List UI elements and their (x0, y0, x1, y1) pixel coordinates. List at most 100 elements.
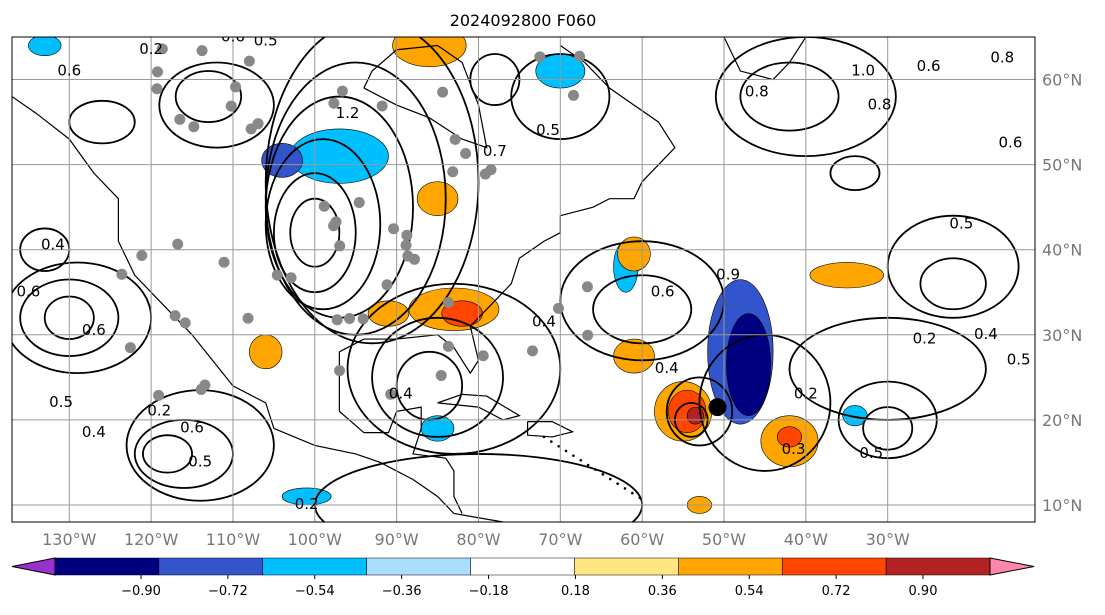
station-dot (218, 256, 230, 268)
shaded-region (392, 37, 467, 68)
colorbar-segment (158, 557, 264, 576)
contour-label: 0.6 (180, 419, 204, 437)
station-dot (230, 81, 242, 93)
contour-label: 0.2 (913, 329, 937, 347)
longitude-axis: 130°W 120°W 110°W 100°W 90°W 80°W 70°W 60°W 50°W… (42, 530, 910, 549)
station-dot (477, 350, 489, 362)
station-dot (582, 329, 594, 341)
contour-line (665, 376, 734, 447)
station-dot (442, 297, 454, 309)
station-dot (479, 168, 491, 180)
coastline (12, 96, 504, 522)
island (608, 477, 612, 481)
lat-tick-label: 20°N (1042, 411, 1082, 430)
station-dot (401, 229, 413, 241)
station-dot (172, 238, 184, 250)
island (564, 449, 568, 453)
contour-label: 1.2 (336, 104, 360, 122)
colorbar-segment (574, 557, 679, 576)
colorbar-tick-label: 0.54 (735, 584, 764, 599)
contour-label: 0.4 (532, 312, 556, 330)
colorbar-extend-low (11, 557, 56, 576)
station-dot (568, 89, 580, 101)
contour-label: 0.6 (999, 134, 1023, 152)
lat-tick-label: 40°N (1042, 241, 1082, 260)
contour-line (174, 70, 243, 123)
colorbar-segment (470, 557, 575, 576)
station-dot (195, 384, 207, 396)
colorbar-segment (262, 557, 367, 576)
station-dot (174, 113, 186, 125)
station-dot (435, 370, 447, 382)
contour-label: 0.6 (82, 321, 106, 339)
station-dot (449, 133, 461, 145)
station-dot (376, 100, 388, 112)
colorbar: −0.90 −0.72 −0.54 −0.36 −0.18 0.18 0.36 0.54 0.7… (11, 557, 1035, 599)
contour-line (142, 434, 193, 474)
contour-label: 0.5 (188, 453, 212, 471)
station-dot (442, 340, 454, 352)
colorbar-tick-label: 0.36 (648, 584, 677, 599)
island (586, 463, 590, 467)
station-dot (381, 279, 393, 291)
contour-label: 0.5 (1007, 351, 1031, 369)
station-dot (574, 50, 586, 62)
lon-tick-label: 50°W (702, 530, 746, 549)
station-dot (151, 66, 163, 78)
station-dot (243, 55, 255, 67)
island (542, 435, 546, 439)
contour-label: 0.7 (483, 142, 507, 160)
station-dot (188, 121, 200, 133)
station-dot (388, 223, 400, 235)
contour-label: 0.6 (57, 61, 81, 79)
station-dot (336, 85, 348, 97)
contour-label: 0.5 (949, 214, 973, 232)
contour-label: 0.9 (716, 266, 740, 284)
contour-label: 0.3 (782, 440, 806, 458)
island (550, 440, 553, 443)
station-dot (526, 345, 538, 357)
station-dot (331, 314, 343, 326)
lat-tick-label: 50°N (1042, 156, 1082, 175)
colorbar-tick-label: −0.90 (121, 584, 161, 599)
colorbar-extend-high (989, 557, 1035, 576)
colorbar-segment (678, 557, 783, 576)
contour-label: 0.8 (990, 49, 1014, 67)
station-dot (357, 313, 369, 325)
contour-label: 0.6 (16, 283, 40, 301)
coastline (526, 420, 575, 438)
island (579, 459, 583, 462)
station-dot (460, 148, 472, 160)
colorbar-segment (885, 557, 991, 576)
lat-tick-label: 60°N (1042, 71, 1082, 90)
station-dot (153, 389, 165, 401)
shaded-region (249, 334, 283, 370)
island (572, 454, 575, 457)
contour-line (829, 155, 881, 192)
island (616, 482, 619, 486)
station-dot (328, 97, 340, 109)
station-markers (116, 43, 594, 401)
station-dot (116, 268, 128, 280)
island (594, 468, 597, 471)
station-dot (344, 313, 356, 325)
colorbar-segment (781, 557, 887, 576)
station-dot (552, 302, 564, 314)
lon-tick-label: 60°W (620, 530, 664, 549)
station-dot (151, 83, 163, 95)
station-dot (245, 123, 257, 135)
station-dot (581, 281, 593, 293)
lon-tick-label: 100°W (288, 530, 343, 549)
station-dot (196, 45, 208, 57)
contour-label: 0.4 (82, 423, 106, 441)
contour-label: 0.2 (139, 40, 163, 58)
lon-tick-label: 90°W (375, 530, 419, 549)
colorbar-tick-label: −0.54 (295, 584, 335, 599)
contour-label: 0.2 (295, 495, 319, 513)
station-dot (169, 310, 181, 322)
station-dot (447, 166, 459, 178)
contour-label: 0.4 (389, 385, 413, 403)
colorbar-segment (54, 557, 160, 576)
station-dot (124, 342, 136, 354)
